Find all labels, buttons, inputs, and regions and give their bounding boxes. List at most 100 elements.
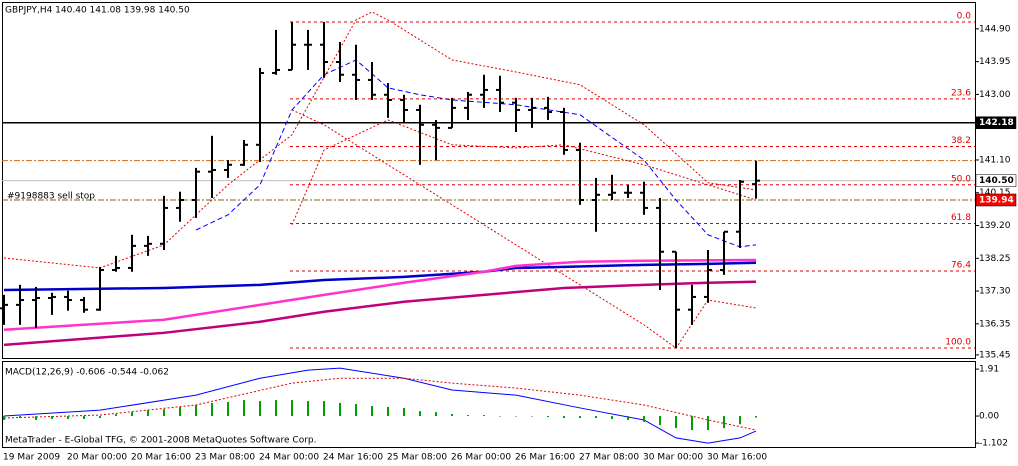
price-box bbox=[975, 116, 1017, 129]
fib-label: 23.6 bbox=[951, 88, 971, 98]
y-tick-label: -1.102 bbox=[979, 439, 1008, 449]
fib-label: 76.4 bbox=[951, 261, 971, 271]
x-tick-label: 30 Mar 00:00 bbox=[643, 453, 703, 463]
histogram-bar bbox=[67, 416, 69, 419]
y-tick-label: 141.10 bbox=[979, 155, 1011, 165]
histogram-bar bbox=[323, 401, 325, 417]
histogram-bar bbox=[83, 416, 85, 419]
histogram-bar bbox=[275, 400, 277, 417]
histogram-bar bbox=[243, 400, 245, 417]
histogram-bar bbox=[227, 402, 229, 417]
indicator-line bbox=[291, 109, 757, 349]
x-tick-label: 24 Mar 00:00 bbox=[259, 453, 319, 463]
y-tick-label: 139.20 bbox=[979, 221, 1011, 231]
chart-title: GBPJPY,H4 140.40 141.08 139.98 140.50 bbox=[5, 6, 190, 16]
order-label: #9198883 sell stop bbox=[7, 191, 95, 201]
x-tick-label: 26 Mar 16:00 bbox=[515, 453, 575, 463]
histogram-bar bbox=[115, 414, 117, 417]
histogram-bar bbox=[579, 416, 581, 419]
indicator-line bbox=[3, 377, 757, 431]
histogram-bar bbox=[467, 415, 469, 417]
histogram-bar bbox=[675, 416, 677, 429]
y-tick-label: 0.00 bbox=[979, 412, 999, 422]
histogram-bar bbox=[691, 416, 693, 431]
label-layer: GBPJPY,H4 140.40 141.08 139.98 140.50 MA… bbox=[3, 6, 1017, 463]
fib-label: 0.0 bbox=[957, 11, 972, 21]
histogram-bar bbox=[515, 416, 517, 417]
histogram-bar bbox=[739, 416, 741, 425]
indicator-line bbox=[291, 119, 757, 226]
histogram-bar bbox=[339, 403, 341, 417]
histogram-bar bbox=[563, 416, 565, 419]
histogram-bar bbox=[435, 412, 437, 417]
histogram-bar bbox=[51, 416, 53, 419]
price-box-label: 142.18 bbox=[979, 118, 1014, 128]
histogram-bar bbox=[499, 416, 501, 417]
y-tick-label: 138.25 bbox=[979, 254, 1011, 264]
histogram-bar bbox=[131, 412, 133, 417]
histogram-bar bbox=[611, 416, 613, 419]
histogram-bar bbox=[99, 416, 101, 419]
x-tick-label: 26 Mar 00:00 bbox=[451, 453, 511, 463]
histogram-bar bbox=[35, 416, 37, 420]
histogram-bar bbox=[643, 416, 645, 422]
x-tick-label: 30 Mar 16:00 bbox=[707, 453, 767, 463]
histogram-bar bbox=[307, 401, 309, 417]
y-tick-label: 144.90 bbox=[979, 24, 1011, 34]
indicator-line bbox=[195, 59, 757, 248]
histogram-bar bbox=[483, 415, 485, 417]
histogram-bar bbox=[547, 416, 549, 418]
x-tick-label: 20 Mar 16:00 bbox=[131, 453, 191, 463]
y-tick-label: 140.15 bbox=[979, 188, 1011, 198]
histogram-bar bbox=[211, 403, 213, 417]
fib-label: 50.0 bbox=[951, 174, 971, 184]
histogram-bar bbox=[419, 411, 421, 417]
histogram-bar bbox=[387, 406, 389, 417]
price-box bbox=[975, 174, 1017, 187]
histogram-bar bbox=[451, 414, 453, 417]
y-tick-label: 143.00 bbox=[979, 90, 1011, 100]
histogram-bar bbox=[627, 416, 629, 420]
histogram-bar bbox=[723, 416, 725, 429]
price-box-label: 140.50 bbox=[979, 176, 1014, 186]
y-tick-label: 135.45 bbox=[979, 350, 1011, 360]
macd-panel bbox=[2, 361, 976, 448]
fib-label: 100.0 bbox=[945, 337, 971, 347]
x-tick-label: 23 Mar 08:00 bbox=[195, 453, 255, 463]
histogram-bar bbox=[707, 416, 709, 431]
y-tick-label: 136.35 bbox=[979, 319, 1011, 329]
histogram-bar bbox=[531, 416, 533, 417]
histogram-bar bbox=[163, 409, 165, 417]
x-tick-label: 19 Mar 2009 bbox=[3, 453, 60, 463]
price-box-label: 139.94 bbox=[979, 195, 1014, 205]
histogram-bar bbox=[355, 404, 357, 417]
histogram-bar bbox=[755, 416, 757, 418]
histogram-bar bbox=[19, 416, 21, 419]
histogram-bar bbox=[659, 416, 661, 426]
y-tick-label: 143.95 bbox=[979, 57, 1011, 67]
indicator-title: MACD(12,26,9) -0.606 -0.544 -0.062 bbox=[5, 368, 169, 378]
footer: MetaTrader - E-Global TFG, © 2001-2008 M… bbox=[5, 436, 317, 446]
back-layer bbox=[2, 21, 975, 349]
histogram-bar bbox=[259, 401, 261, 417]
x-tick-label: 27 Mar 08:00 bbox=[579, 453, 639, 463]
histogram-bar bbox=[291, 400, 293, 417]
histogram-bar bbox=[195, 404, 197, 417]
fib-label: 61.8 bbox=[951, 213, 971, 223]
histogram-bar bbox=[595, 416, 597, 419]
histogram-bar bbox=[371, 405, 373, 417]
indicator-line bbox=[3, 11, 757, 269]
histogram-bar bbox=[147, 410, 149, 417]
indicator-line bbox=[3, 258, 757, 331]
x-tick-label: 25 Mar 08:00 bbox=[387, 453, 447, 463]
histogram-bar bbox=[179, 406, 181, 417]
y-tick-label: 137.30 bbox=[979, 287, 1011, 297]
indicator-line bbox=[3, 367, 757, 444]
y-tick-label: 1.91 bbox=[979, 365, 999, 375]
x-tick-label: 20 Mar 00:00 bbox=[67, 453, 127, 463]
fib-label: 38.2 bbox=[951, 136, 971, 146]
bar-layer bbox=[0, 21, 760, 431]
